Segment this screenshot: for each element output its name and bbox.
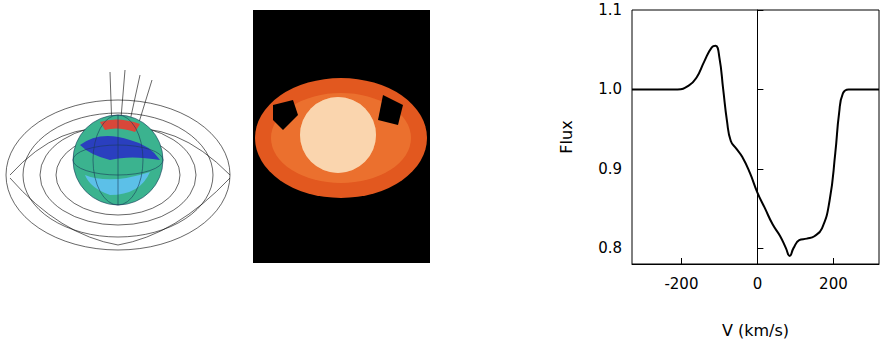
svg-text:200: 200 (819, 275, 848, 293)
svg-text:0.8: 0.8 (598, 239, 622, 257)
svg-text:0.9: 0.9 (598, 160, 622, 178)
svg-text:0: 0 (753, 275, 763, 293)
svg-text:Flux: Flux (557, 120, 576, 153)
svg-text:1.0: 1.0 (598, 80, 622, 98)
svg-text:-200: -200 (664, 275, 698, 293)
svg-text:1.1: 1.1 (598, 1, 622, 19)
svg-text:V (km/s): V (km/s) (722, 321, 789, 340)
